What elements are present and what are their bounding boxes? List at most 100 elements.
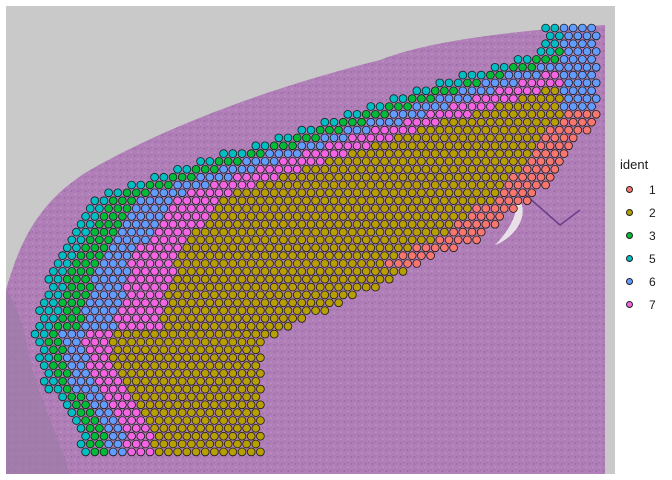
spot [412,180,422,190]
spot [173,400,182,410]
spot [256,400,265,410]
spot [481,188,491,198]
spot [154,212,164,221]
spot [196,314,205,323]
spot [357,149,366,158]
spot [421,117,431,127]
spot [118,447,127,457]
spot [555,94,564,103]
spot [85,439,95,449]
spot [177,251,187,260]
spot [136,259,146,268]
spot [122,423,132,433]
spot [297,282,307,292]
spot [173,243,182,253]
spot [527,125,537,135]
spot [164,306,173,315]
spot [200,165,210,174]
spot [536,141,546,151]
spot [440,149,449,158]
spot [122,188,132,198]
spot [150,408,159,417]
spot [348,180,357,190]
spot [527,78,537,88]
spot [389,157,399,166]
spot [371,125,380,135]
spot [177,345,187,355]
spot [154,290,164,300]
spot [394,165,403,174]
spot [104,282,113,292]
spot [343,204,353,213]
spot [256,227,265,237]
spot [463,220,472,229]
spot [251,423,261,433]
spot [168,423,178,433]
spot [587,86,596,96]
spot [113,267,123,276]
spot [269,314,279,323]
spot [449,117,458,127]
spot [325,125,334,135]
spot [371,157,380,166]
spot [375,165,385,174]
spot [384,117,394,127]
spot [145,431,155,441]
spot [53,384,63,394]
spot [228,416,238,425]
spot [458,165,468,174]
spot [168,329,178,339]
spot [223,157,233,166]
spot [486,102,495,111]
spot [85,251,95,260]
spot [550,117,560,127]
spot [141,345,150,355]
spot [246,337,256,347]
spot [246,180,256,190]
spot [173,180,182,190]
spot [168,235,178,245]
spot [141,314,150,323]
spot [265,243,274,253]
spot [407,204,417,213]
spot [486,196,495,206]
spot [412,227,422,237]
spot [315,188,325,198]
spot [154,416,164,425]
spot [426,94,435,103]
spot [288,188,297,198]
spot [233,314,242,323]
spot [210,212,219,221]
spot [504,102,514,111]
spot [568,86,578,96]
spot [279,251,288,260]
spot [187,282,196,292]
spot [196,157,205,166]
spot [200,337,210,347]
spot [72,243,81,253]
spot [58,361,67,370]
spot [150,220,159,229]
spot [141,298,150,308]
spot [435,94,445,103]
spot [154,321,164,331]
spot [242,408,251,417]
spot [578,86,587,96]
spot [274,243,284,253]
spot [228,165,238,174]
spot [177,298,187,308]
spot [541,133,550,143]
spot [251,329,261,339]
spot [118,400,127,410]
spot [578,117,587,127]
spot [113,204,123,213]
spot [513,165,523,174]
spot [495,149,504,158]
spot [246,384,256,394]
spot [288,141,297,151]
spot [338,243,348,253]
spot [187,329,196,339]
spot [302,133,311,143]
spot [122,408,132,417]
spot [260,157,270,166]
